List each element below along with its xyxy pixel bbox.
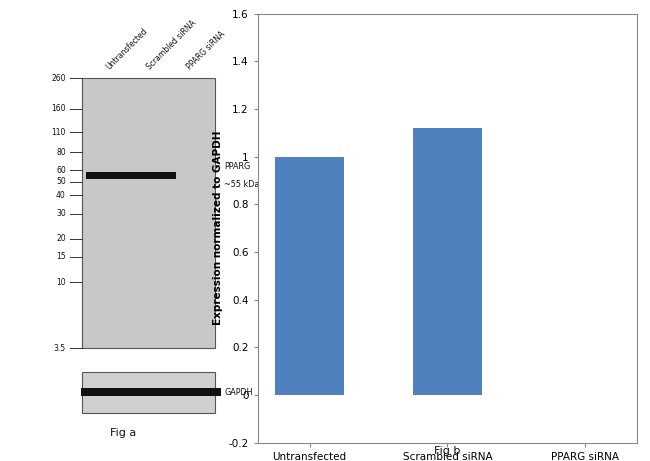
Text: PPARG siRNA: PPARG siRNA (185, 30, 227, 72)
Text: 10: 10 (56, 278, 66, 287)
Text: Fig a: Fig a (110, 428, 136, 438)
Text: 260: 260 (51, 74, 66, 83)
Text: 40: 40 (56, 191, 66, 200)
Bar (413, 128, 482, 395)
Bar (82, 372, 215, 413)
Text: ~55 kDa: ~55 kDa (224, 180, 260, 189)
Bar (81, 388, 141, 396)
Bar (161, 388, 221, 396)
Text: 15: 15 (56, 253, 66, 261)
Text: PPARG: PPARG (224, 162, 251, 171)
Text: Fig b: Fig b (434, 446, 461, 456)
Text: 110: 110 (51, 128, 66, 136)
Text: Untransfected: Untransfected (105, 27, 150, 72)
Text: 60: 60 (56, 165, 66, 175)
Bar (82, 78, 215, 348)
Text: 20: 20 (56, 235, 66, 243)
Y-axis label: Expression normalized to GAPDH: Expression normalized to GAPDH (213, 131, 223, 325)
Bar (122, 388, 181, 396)
Bar (86, 171, 136, 179)
Bar (126, 171, 176, 179)
Text: 80: 80 (56, 148, 66, 157)
Text: 30: 30 (56, 209, 66, 218)
Text: 50: 50 (56, 177, 66, 186)
Text: 160: 160 (51, 104, 66, 113)
Text: GAPDH: GAPDH (224, 388, 253, 396)
Bar (275, 157, 344, 395)
Text: 3.5: 3.5 (54, 344, 66, 353)
Text: Scrambled siRNA: Scrambled siRNA (145, 19, 198, 72)
